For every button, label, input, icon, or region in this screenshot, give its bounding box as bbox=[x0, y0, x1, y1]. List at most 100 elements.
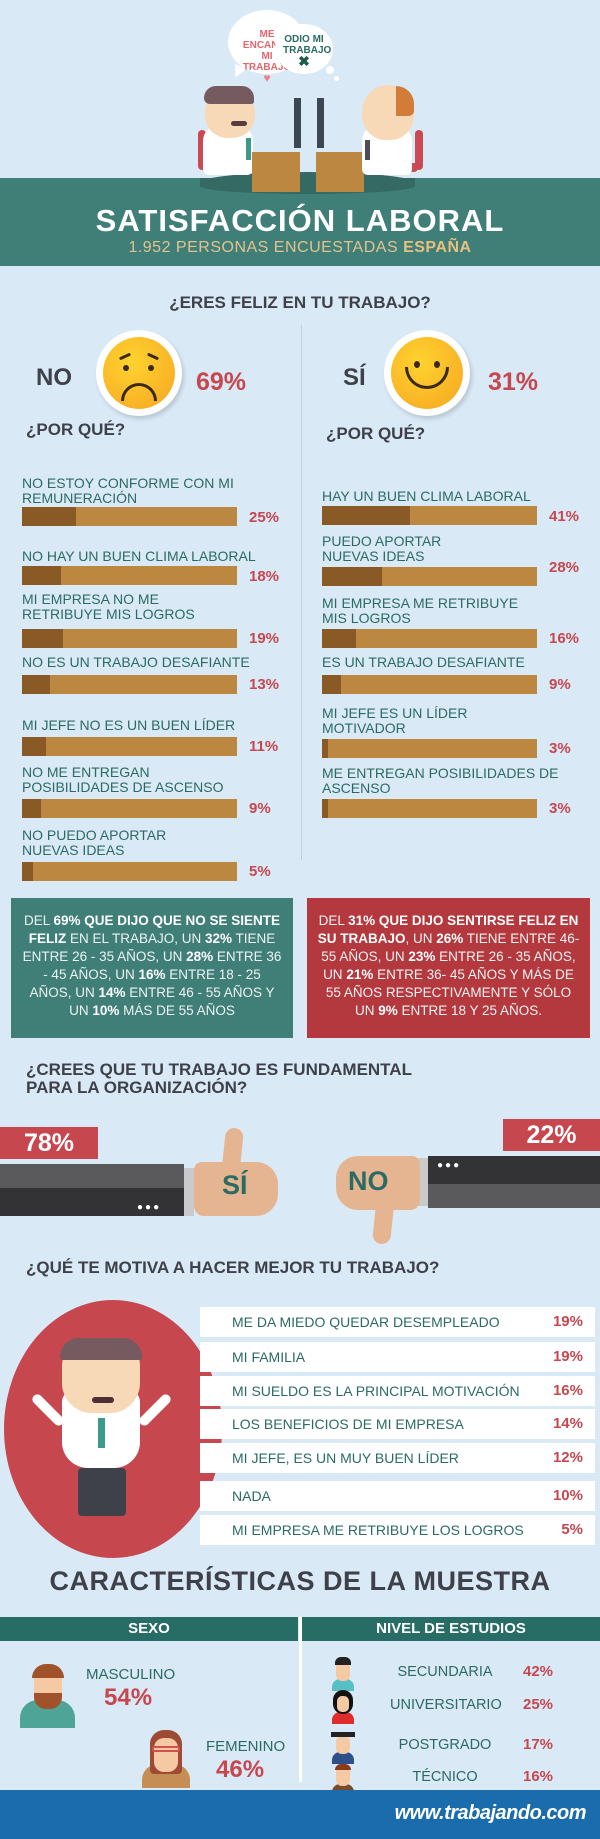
bar-row: NO PUEDO APORTAR NUEVAS IDEAS 5% bbox=[22, 827, 271, 881]
bar-track bbox=[322, 799, 537, 818]
worker-legs bbox=[78, 1468, 126, 1516]
bar-fill bbox=[22, 629, 63, 648]
cufflink-dots: ●●● bbox=[437, 1160, 462, 1171]
footer-brand-link[interactable]: www.trabajando.com bbox=[394, 1802, 587, 1824]
desk-left-base bbox=[252, 178, 300, 192]
bar-fill bbox=[22, 675, 50, 694]
column-divider bbox=[301, 325, 302, 860]
no-demographics-box: DEL 69% QUE DIJO QUE NO SE SIENTE FELIZ … bbox=[11, 898, 293, 1038]
list-item: ME DA MIEDO QUEDAR DESEMPLEADO 19% bbox=[200, 1307, 595, 1337]
sample-divider bbox=[299, 1617, 302, 1782]
bar-row: NO ME ENTREGAN POSIBILIDADES DE ASCENSO … bbox=[22, 764, 271, 818]
female-pct: 46% bbox=[216, 1756, 265, 1783]
bar-track bbox=[322, 567, 537, 586]
bar-row: NO ES UN TRABAJO DESAFIANTE 13% bbox=[22, 654, 280, 694]
no-label: NO bbox=[36, 364, 72, 391]
worker-mustache bbox=[92, 1397, 114, 1403]
mustache bbox=[231, 121, 247, 126]
footer: www.trabajando.com bbox=[0, 1790, 600, 1839]
bar-fill bbox=[322, 629, 357, 648]
sleeve-right bbox=[428, 1156, 600, 1184]
worker-tie bbox=[98, 1418, 105, 1448]
yes-fundamental-pct: 78% bbox=[0, 1127, 98, 1159]
sample-title: CARACTERÍSTICAS DE LA MUESTRA bbox=[49, 1566, 551, 1596]
bar-fill bbox=[322, 675, 342, 694]
bar-track bbox=[22, 675, 237, 694]
list-item: MI JEFE, ES UN MUY BUEN LÍDER 12% bbox=[200, 1443, 595, 1473]
bar-row: NO HAY UN BUEN CLIMA LABORAL 18% bbox=[22, 548, 280, 585]
cufflink-dots: ●●● bbox=[137, 1202, 162, 1213]
list-item: MI EMPRESA ME RETRIBUYE LOS LOGROS 5% bbox=[200, 1515, 595, 1545]
education-row: TÉCNICO 16% bbox=[330, 1762, 590, 1796]
thought-bubble-hate: ODIO MI TRABAJO ✖ bbox=[275, 24, 333, 74]
cuff-left bbox=[184, 1168, 194, 1216]
sleeve-left bbox=[0, 1164, 184, 1188]
bar-fill bbox=[22, 862, 33, 881]
sleeve-left-bottom bbox=[0, 1188, 184, 1216]
female-label: FEMENINO bbox=[206, 1738, 286, 1755]
bar-fill bbox=[22, 566, 61, 585]
no-fundamental-pct: 22% bbox=[503, 1119, 600, 1151]
education-row: SECUNDARIA 42% bbox=[330, 1657, 590, 1691]
tie-green bbox=[246, 138, 251, 160]
thumbs-up-hand bbox=[194, 1162, 278, 1216]
list-item: LOS BENEFICIOS DE MI EMPRESA 14% bbox=[200, 1409, 595, 1439]
monitor-left bbox=[294, 98, 301, 148]
worker-hair bbox=[60, 1338, 142, 1360]
bar-track bbox=[22, 799, 237, 818]
yes-why-heading: ¿POR QUÉ? bbox=[326, 424, 426, 443]
education-row: UNIVERSITARIO 25% bbox=[330, 1690, 590, 1724]
bar-track bbox=[22, 507, 237, 526]
thumb-down bbox=[371, 1203, 395, 1245]
monitor-right bbox=[317, 98, 324, 148]
bar-track bbox=[22, 566, 237, 585]
chair-right bbox=[415, 130, 423, 170]
desk-right-base bbox=[316, 178, 364, 192]
heart-icon: ♥ bbox=[263, 71, 271, 85]
cuff-right bbox=[418, 1158, 428, 1206]
university-avatar bbox=[330, 1690, 356, 1724]
thumbs-down-hand bbox=[336, 1156, 420, 1210]
bar-track bbox=[22, 737, 237, 756]
thought-dot bbox=[326, 66, 334, 74]
tie-dark bbox=[365, 140, 370, 160]
bar-row: MI EMPRESA ME RETRIBUYE MIS LOGROS 16% bbox=[322, 595, 580, 648]
male-label: MASCULINO bbox=[86, 1666, 176, 1683]
bar-row: MI JEFE ES UN LÍDER MOTIVADOR 3% bbox=[322, 705, 571, 758]
list-item: MI FAMILIA 19% bbox=[200, 1342, 595, 1372]
happy-face-icon bbox=[384, 330, 470, 416]
bar-row: ES UN TRABAJO DESAFIANTE 9% bbox=[322, 654, 571, 694]
no-why-heading: ¿POR QUÉ? bbox=[26, 420, 126, 439]
bar-fill bbox=[322, 739, 329, 758]
happy-question: ¿ERES FELIZ EN TU TRABAJO? bbox=[169, 293, 431, 312]
bar-row: MI EMPRESA NO ME RETRIBUYE MIS LOGROS 19… bbox=[22, 591, 280, 648]
sleeve-right-bottom bbox=[428, 1184, 600, 1208]
bar-track bbox=[22, 862, 237, 881]
bar-row: MI JEFE NO ES UN BUEN LÍDER 11% bbox=[22, 717, 279, 756]
x-icon: ✖ bbox=[298, 53, 310, 69]
bar-fill bbox=[322, 799, 329, 818]
bar-track bbox=[322, 675, 537, 694]
fundamental-question: ¿CREES QUE TU TRABAJO ES FUNDAMENTAL PAR… bbox=[26, 1060, 412, 1097]
bar-row: HAY UN BUEN CLIMA LABORAL 41% bbox=[322, 488, 580, 525]
page-title: SATISFACCIÓN LABORAL bbox=[95, 203, 505, 238]
no-pct: 69% bbox=[196, 368, 247, 396]
yes-label: SÍ bbox=[343, 364, 366, 391]
list-item: NADA 10% bbox=[200, 1481, 595, 1511]
bar-row: NO ESTOY CONFORME CON MI REMUNERACIÓN 25… bbox=[22, 475, 280, 526]
bar-row: PUEDO APORTAR NUEVAS IDEAS 28% bbox=[322, 534, 592, 586]
motivation-question: ¿QUÉ TE MOTIVA A HACER MEJOR TU TRABAJO? bbox=[26, 1258, 440, 1277]
yes-demographics-text: DEL 31% QUE DIJO SENTIRSE FELIZ EN SU TR… bbox=[317, 913, 580, 1018]
education-row: POSTGRADO 17% bbox=[330, 1730, 590, 1764]
list-item: MI SUELDO ES LA PRINCIPAL MOTIVACIÓN 16% bbox=[200, 1376, 595, 1406]
bar-fill bbox=[322, 506, 411, 525]
bar-fill bbox=[22, 737, 46, 756]
yes-pct: 31% bbox=[488, 368, 539, 396]
page-subtitle: 1.952 PERSONAS ENCUESTADAS ESPAÑA bbox=[128, 239, 472, 256]
sad-face-icon bbox=[96, 330, 182, 416]
bar-track bbox=[22, 629, 237, 648]
thumbs-down-label: NO bbox=[348, 1166, 389, 1196]
male-pct: 54% bbox=[104, 1684, 153, 1711]
no-demographics-text: DEL 69% QUE DIJO QUE NO SE SIENTE FELIZ … bbox=[22, 913, 282, 1018]
thought-dot-small bbox=[334, 76, 339, 81]
